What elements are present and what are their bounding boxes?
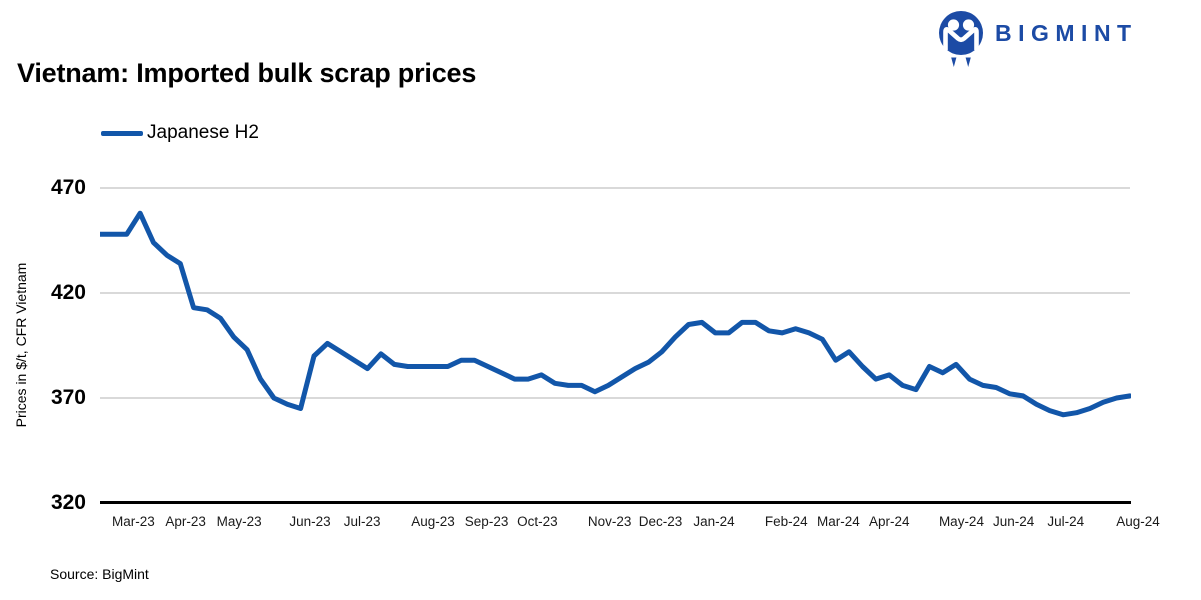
bigmint-logo-icon	[939, 11, 983, 67]
gridline	[100, 397, 1130, 399]
legend-series-label: Japanese H2	[147, 122, 259, 143]
x-tick-label: May-24	[938, 514, 984, 529]
x-tick-label: Oct-23	[517, 514, 558, 529]
legend: Japanese H2	[101, 122, 259, 143]
x-tick-label: Jan-24	[693, 514, 735, 529]
x-tick-label: Jul-24	[1047, 514, 1085, 529]
page-title: Vietnam: Imported bulk scrap prices	[17, 58, 477, 88]
y-tick-label: 320	[50, 491, 86, 514]
bigmint-logo-text: BIGMINT	[995, 20, 1138, 46]
y-tick-label: 420	[50, 281, 86, 304]
x-tick-label: Apr-24	[868, 514, 910, 529]
bigmint-logo: BIGMINT	[937, 6, 1175, 70]
x-tick-label: Aug-23	[411, 514, 455, 529]
gridline	[100, 292, 1130, 294]
y-tick-label: 470	[50, 176, 86, 199]
x-tick-label: May-23	[216, 514, 262, 529]
x-tick-label: Sep-23	[464, 514, 509, 529]
x-tick-label: Mar-23	[112, 514, 155, 529]
x-tick-label: Aug-24	[1116, 514, 1160, 529]
x-tick-label: Feb-24	[764, 514, 808, 529]
legend-line-swatch	[101, 130, 143, 136]
x-tick-label: Apr-23	[165, 514, 206, 529]
y-tick-label: 370	[50, 386, 86, 409]
x-tick-label: Nov-23	[587, 514, 632, 529]
source-note: Source: BigMint	[50, 566, 149, 582]
x-tick-label: Jul-23	[343, 514, 381, 529]
x-tick-label: Jun-24	[992, 514, 1035, 529]
x-tick-label: Jun-23	[289, 514, 331, 529]
price-line-series	[100, 210, 1131, 418]
x-axis-line	[100, 501, 1131, 504]
gridline	[100, 187, 1130, 189]
x-tick-label: Dec-23	[638, 514, 683, 529]
x-tick-label: Mar-24	[816, 514, 860, 529]
